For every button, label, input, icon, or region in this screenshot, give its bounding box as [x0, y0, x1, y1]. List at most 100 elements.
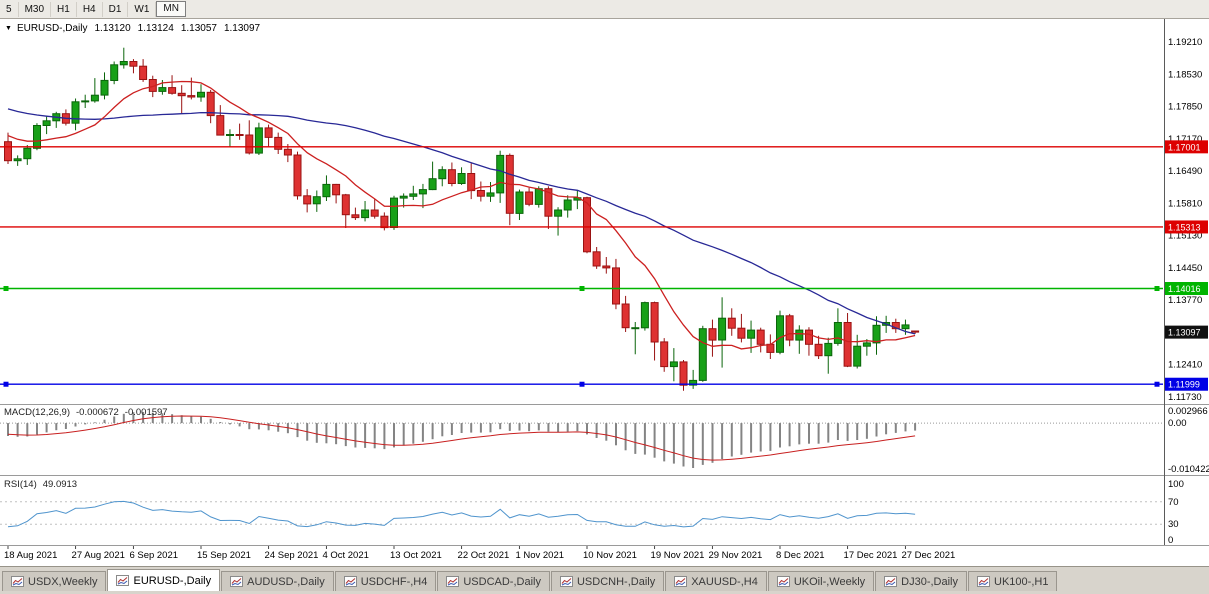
- svg-text:17 Dec 2021: 17 Dec 2021: [844, 550, 898, 561]
- chart-tab-label: USDCNH-,Daily: [576, 575, 656, 588]
- chart-tab-icon: [446, 576, 460, 587]
- current-price-label: 1.13097: [1165, 325, 1208, 339]
- candles: [4, 47, 920, 391]
- horizontal-line-1-14016[interactable]: [0, 286, 1163, 292]
- chart-tab-label: UK100-,H1: [994, 575, 1049, 588]
- macd-signal-line: [7, 415, 916, 461]
- macd-value-signal: -0.001597: [124, 407, 168, 418]
- svg-text:13 Oct 2021: 13 Oct 2021: [390, 550, 442, 561]
- ma-fast-line[interactable]: [7, 80, 916, 350]
- chart-tab-usdcad-daily[interactable]: USDCAD-,Daily: [437, 571, 550, 591]
- svg-text:1.15130: 1.15130: [1168, 231, 1202, 242]
- rsi-panel: 100 70 30 0: [0, 479, 1184, 546]
- svg-text:1.14016: 1.14016: [1168, 284, 1201, 294]
- chart-tab-icon: [230, 576, 244, 587]
- svg-text:1.17850: 1.17850: [1168, 102, 1202, 113]
- timeframe-button-mn[interactable]: MN: [156, 1, 186, 17]
- time-axis[interactable]: 18 Aug 2021 27 Aug 2021 6 Sep 2021 15 Sep 2…: [4, 546, 955, 561]
- svg-text:0.002966: 0.002966: [1168, 406, 1208, 417]
- svg-text:29 Nov 2021: 29 Nov 2021: [708, 550, 762, 561]
- chart-tab-uk100-h1[interactable]: UK100-,H1: [968, 571, 1058, 591]
- title-dropdown-icon: ▼: [5, 25, 12, 32]
- chart-tab-label: AUDUSD-,Daily: [247, 575, 325, 588]
- svg-text:1.15313: 1.15313: [1168, 222, 1201, 232]
- chart-tab-icon: [776, 576, 790, 587]
- chart-tab-icon: [884, 576, 898, 587]
- price-line-labels: 1.17001 1.15313 1.14016 1.11999: [1165, 140, 1208, 391]
- chart-tab-xauusd-h4[interactable]: XAUUSD-,H4: [665, 571, 767, 591]
- svg-text:4 Oct 2021: 4 Oct 2021: [322, 550, 368, 561]
- svg-text:1.14450: 1.14450: [1168, 263, 1202, 274]
- chart-tab-icon: [674, 576, 688, 587]
- svg-text:0.00: 0.00: [1168, 418, 1187, 429]
- chart-symbol-timeframe: EURUSD-,Daily: [16, 23, 88, 34]
- svg-text:27 Dec 2021: 27 Dec 2021: [901, 550, 955, 561]
- svg-text:30: 30: [1168, 519, 1179, 530]
- svg-text:1.11730: 1.11730: [1168, 392, 1202, 403]
- svg-text:27 Aug 2021: 27 Aug 2021: [72, 550, 125, 561]
- svg-text:6 Sep 2021: 6 Sep 2021: [129, 550, 178, 561]
- chart-tab-label: USDCAD-,Daily: [463, 575, 541, 588]
- rsi-line: [7, 500, 916, 528]
- chart-tab-dj30-daily[interactable]: DJ30-,Daily: [875, 571, 968, 591]
- chart-tab-label: XAUUSD-,H4: [691, 575, 758, 588]
- svg-text:1.15810: 1.15810: [1168, 198, 1202, 209]
- svg-text:10 Nov 2021: 10 Nov 2021: [583, 550, 637, 561]
- timeframe-button-d1[interactable]: D1: [103, 1, 129, 17]
- svg-text:1.19210: 1.19210: [1168, 37, 1202, 48]
- chart-tab-usdchf-h4[interactable]: USDCHF-,H4: [334, 571, 437, 591]
- timeframe-button-w1[interactable]: W1: [128, 1, 157, 17]
- svg-text:1.16490: 1.16490: [1168, 166, 1202, 177]
- chart-canvas[interactable]: 1.19210 1.18530 1.17850 1.17170 1.16490 1.158…: [0, 0, 1209, 566]
- svg-text:100: 100: [1168, 479, 1184, 490]
- svg-text:15 Sep 2021: 15 Sep 2021: [197, 550, 251, 561]
- svg-text:8 Dec 2021: 8 Dec 2021: [776, 550, 825, 561]
- timeframe-button-h1[interactable]: H1: [51, 1, 77, 17]
- chart-background: [0, 18, 1209, 566]
- macd-value-main: -0.000672: [76, 407, 119, 418]
- chart-area[interactable]: 1.19210 1.18530 1.17850 1.17170 1.16490 1.158…: [0, 0, 1209, 566]
- chart-tab-label: EURUSD-,Daily: [133, 574, 212, 587]
- svg-text:-0.010422: -0.010422: [1168, 464, 1209, 475]
- timeframe-button-h4[interactable]: H4: [77, 1, 103, 17]
- horizontal-line-1-11999[interactable]: [0, 381, 1163, 387]
- svg-text:0: 0: [1168, 535, 1173, 546]
- ohlc-low: 1.13057: [180, 23, 217, 34]
- svg-text:1.13097: 1.13097: [1168, 328, 1201, 338]
- svg-text:1.17170: 1.17170: [1168, 134, 1202, 145]
- rsi-header: RSI(14) 49.0913: [4, 479, 77, 490]
- svg-text:22 Oct 2021: 22 Oct 2021: [458, 550, 510, 561]
- chart-tab-audusd-daily[interactable]: AUDUSD-,Daily: [221, 571, 334, 591]
- chart-tab-usdcnh-daily[interactable]: USDCNH-,Daily: [550, 571, 665, 591]
- chart-tab-label: USDCHF-,H4: [360, 575, 428, 588]
- svg-text:1.13770: 1.13770: [1168, 295, 1202, 306]
- chart-title: ▼ EURUSD-,Daily 1.13120 1.13124 1.13057 1.130…: [5, 23, 260, 34]
- chart-tab-eurusd-daily[interactable]: EURUSD-,Daily: [107, 569, 221, 591]
- chart-tab-icon: [559, 576, 573, 587]
- svg-text:1 Nov 2021: 1 Nov 2021: [515, 550, 564, 561]
- rsi-value: 49.0913: [42, 479, 78, 490]
- rsi-label: RSI(14): [4, 479, 37, 490]
- chart-tab-usdx-weekly[interactable]: USDX,Weekly: [2, 571, 107, 591]
- ohlc-close: 1.13097: [223, 23, 261, 34]
- ohlc-high: 1.13124: [137, 23, 174, 34]
- chart-tab-label: USDX,Weekly: [28, 575, 98, 588]
- macd-label: MACD(12,26,9): [4, 407, 70, 418]
- svg-text:18 Aug 2021: 18 Aug 2021: [4, 550, 57, 561]
- ma-slow-line[interactable]: [7, 108, 916, 335]
- macd-header: MACD(12,26,9) -0.000672 -0.001597: [4, 407, 168, 418]
- svg-text:1.18530: 1.18530: [1168, 69, 1202, 80]
- ohlc-open: 1.13120: [94, 23, 131, 34]
- svg-text:1.17001: 1.17001: [1168, 142, 1201, 152]
- svg-text:1.12410: 1.12410: [1168, 360, 1202, 371]
- chart-tab-icon: [11, 576, 24, 587]
- chart-tab-icon: [343, 576, 357, 587]
- chart-tab-label: UKOil-,Weekly: [793, 575, 866, 588]
- svg-text:24 Sep 2021: 24 Sep 2021: [265, 550, 319, 561]
- timeframe-toolbar: 5 M30 H1 H4 D1 W1 MN: [0, 0, 1209, 19]
- timeframe-button-m30[interactable]: M30: [19, 1, 52, 17]
- chart-tab-ukoil-weekly[interactable]: UKOil-,Weekly: [767, 571, 875, 591]
- timeframe-button-5[interactable]: 5: [0, 1, 19, 17]
- svg-text:70: 70: [1168, 497, 1179, 508]
